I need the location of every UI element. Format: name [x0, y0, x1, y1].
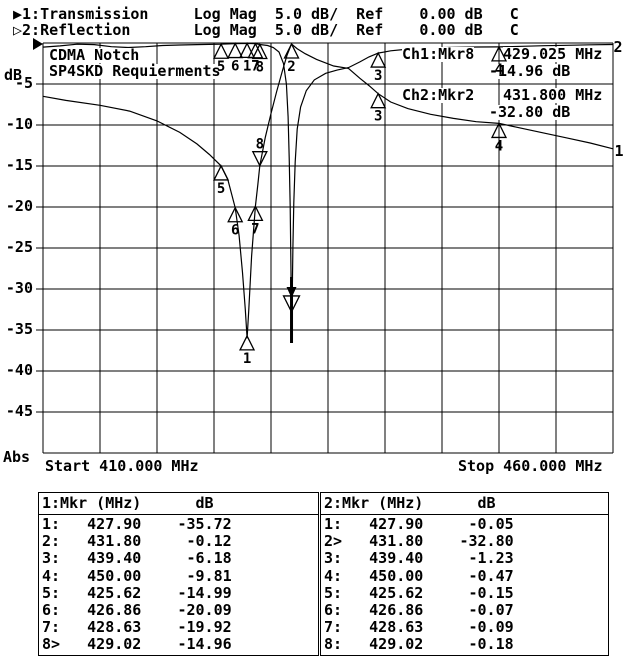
channel-2-status-text: 2:Reflection Log Mag 5.0 dB/ Ref 0.00 dB…: [22, 21, 519, 39]
ch2-marker-value: -32.80 dB: [489, 103, 571, 121]
marker-8-ch1-label: 8: [256, 137, 264, 153]
y-tick-label: -45: [5, 402, 33, 420]
ch2-marker-frequency: 431.800 MHz: [503, 86, 603, 104]
marker-1-ch1-icon: [239, 334, 256, 351]
marker-3-ch2-label: 3: [374, 68, 382, 84]
marker-2-ch1-icon: [283, 42, 300, 59]
marker-7-ch1-icon: [247, 204, 264, 221]
marker-1-ch2-label: 1: [243, 58, 251, 74]
marker-8-ch2-label: 8: [256, 59, 264, 75]
ref-level-icon: [33, 38, 43, 50]
y-tick-label: -15: [5, 156, 33, 174]
ch2-marker-table-rows: 1: 427.90 -0.05 2> 431.80 -32.80 3: 439.…: [324, 515, 514, 654]
marker-7-ch2-icon: [247, 42, 264, 59]
y-axis-unit-label: dB: [4, 66, 23, 84]
ch2-marker-table-header: 2:Mkr (MHz) dB: [321, 493, 608, 515]
marker-2-ch1-label: 2: [287, 59, 295, 75]
marker-4-ch1-label: 4: [495, 138, 503, 154]
ch1-marker-table: 1:Mkr (MHz) dB 1: 427.90 -35.72 2: 431.8…: [38, 492, 319, 656]
marker-6-ch2-icon: [227, 42, 244, 59]
marker-6-ch2-label: 6: [231, 59, 239, 75]
y-tick-label: -35: [5, 320, 33, 338]
marker-4-ch1-icon: [490, 121, 508, 139]
graph-title-line2: SP4SKD Requierments: [49, 62, 221, 80]
y-tick-label: -30: [5, 279, 33, 297]
channel-2-status-line: ▷2:Reflection Log Mag 5.0 dB/ Ref 0.00 d…: [13, 23, 519, 38]
inactive-channel-icon: ▷: [13, 21, 23, 39]
marker-5-ch1-icon: [213, 164, 230, 181]
marker-1-ch2-icon: [239, 41, 256, 59]
marker-6-ch1-icon: [227, 206, 244, 223]
y-tick-label: -20: [5, 197, 33, 215]
trace-1-id-label: 1: [614, 142, 623, 160]
marker-7-ch2-label: 7: [251, 59, 259, 75]
ch1-marker-readout-label: Ch1:Mkr8: [402, 45, 475, 63]
channel-1-status-text: 1:Transmission Log Mag 5.0 dB/ Ref 0.00 …: [22, 5, 519, 23]
stop-frequency-label: Stop 460.000 MHz: [458, 457, 603, 475]
marker-6-ch1-label: 6: [231, 223, 239, 239]
marker-5-ch2-icon: [213, 42, 230, 59]
y-axis-abs-label: Abs: [3, 448, 31, 466]
y-tick-label: -10: [5, 115, 33, 133]
ch1-marker-table-header: 1:Mkr (MHz) dB: [39, 493, 318, 515]
marker-3-ch1-label: 3: [374, 109, 382, 125]
active-marker-ch2-icon: [282, 295, 301, 314]
ch1-marker-value: -14.96 dB: [489, 62, 571, 80]
marker-8-ch2-icon: [251, 43, 268, 60]
y-tick-label: -5: [14, 74, 33, 92]
marker-7-ch1-label: 7: [251, 221, 259, 237]
marker-1-ch1-label: 1: [243, 351, 251, 367]
start-frequency-label: Start 410.000 MHz: [45, 457, 199, 475]
ch2-marker-table: 2:Mkr (MHz) dB 1: 427.90 -0.05 2> 431.80…: [320, 492, 609, 656]
ch1-marker-frequency: 429.025 MHz: [503, 45, 603, 63]
marker-5-ch1-label: 5: [217, 181, 225, 197]
trace-2-id-label: 2: [613, 38, 622, 56]
marker-3-ch1-icon: [370, 92, 387, 109]
active-channel-icon: ▶: [13, 5, 23, 23]
active-marker-ch1-icon: [251, 151, 268, 168]
ch1-marker-table-rows: 1: 427.90 -35.72 2: 431.80 -0.12 3: 439.…: [42, 515, 232, 654]
marker-3-ch2-icon: [370, 51, 387, 68]
y-tick-label: -25: [5, 238, 33, 256]
marker-2-ch2-arrow-icon: [286, 286, 297, 298]
ch2-marker-readout-label: Ch2:Mkr2: [402, 86, 475, 104]
y-tick-label: -40: [5, 361, 33, 379]
graph-title-line1: CDMA Notch: [49, 46, 140, 64]
channel-1-status-line: ▶1:Transmission Log Mag 5.0 dB/ Ref 0.00…: [13, 7, 519, 22]
